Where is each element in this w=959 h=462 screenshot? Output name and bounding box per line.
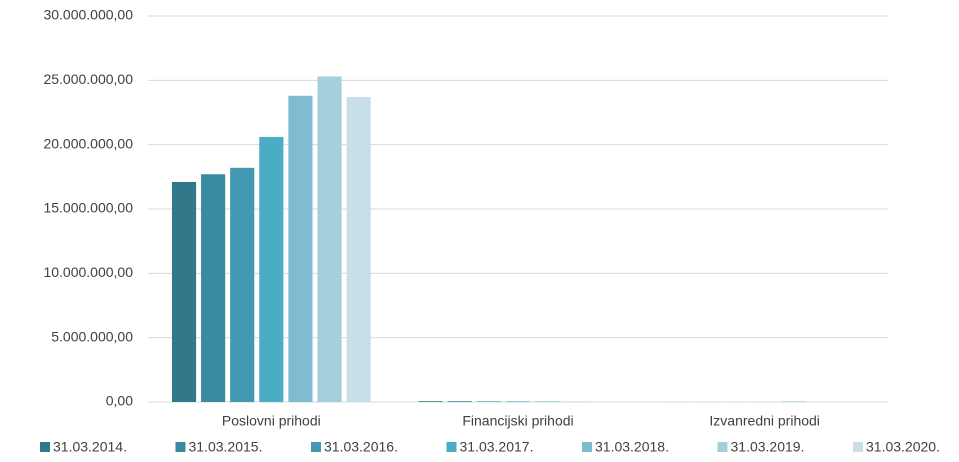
legend-label: 31.03.2020.	[866, 439, 940, 455]
bar	[505, 401, 531, 402]
bar	[564, 401, 589, 402]
x-tick-label: Poslovni prihodi	[222, 413, 321, 429]
bar	[230, 167, 255, 402]
y-tick-label: 0,00	[106, 393, 133, 409]
bar	[476, 401, 501, 402]
y-tick-label: 30.000.000,00	[43, 7, 133, 23]
bar	[447, 401, 472, 402]
legend-swatch	[175, 442, 186, 452]
legend-swatch	[446, 442, 457, 452]
legend-label: 31.03.2018.	[595, 439, 669, 455]
legend-label: 31.03.2015.	[189, 439, 263, 455]
bar	[201, 174, 226, 402]
legend-swatch	[853, 442, 863, 452]
y-tick-label: 20.000.000,00	[43, 135, 133, 151]
y-tick-label: 15.000.000,00	[43, 200, 133, 216]
legend-swatch	[40, 442, 50, 452]
legend-label: 31.03.2019.	[731, 439, 805, 455]
bar	[781, 401, 806, 402]
bar	[317, 76, 342, 403]
x-tick-label: Financijski prihodi	[462, 413, 573, 429]
legend-label: 31.03.2014.	[53, 439, 127, 455]
y-tick-label: 5.000.000,00	[51, 328, 133, 344]
bar	[171, 181, 197, 402]
legend-swatch	[717, 442, 728, 452]
legend-swatch	[582, 442, 592, 452]
x-tick-label: Izvanredni prihodi	[709, 413, 820, 429]
y-tick-label: 25.000.000,00	[43, 71, 133, 87]
bar	[346, 97, 371, 402]
y-tick-label: 10.000.000,00	[43, 264, 133, 280]
bar	[418, 401, 443, 402]
bar	[288, 95, 313, 403]
bar	[535, 401, 560, 402]
legend-label: 31.03.2017.	[460, 439, 534, 455]
legend-swatch	[311, 442, 321, 452]
legend-label: 31.03.2016.	[324, 439, 398, 455]
bar	[259, 136, 284, 403]
